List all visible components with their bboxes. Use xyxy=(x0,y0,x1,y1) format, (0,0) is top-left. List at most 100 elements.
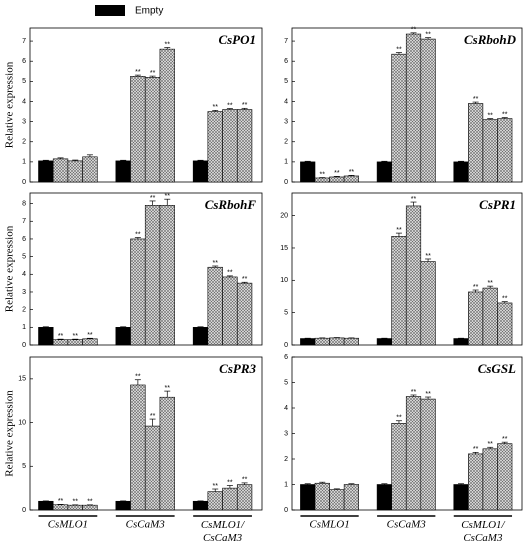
y-tick-label: 0 xyxy=(22,342,26,349)
y-tick-label: 0 xyxy=(284,507,288,514)
significance-label: ** xyxy=(411,389,417,396)
bar xyxy=(38,327,54,346)
y-tick-label: 5 xyxy=(22,463,26,470)
significance-label: ** xyxy=(502,436,508,443)
significance-label: ** xyxy=(227,270,233,277)
significance-label: ** xyxy=(165,385,171,392)
significance-label: ** xyxy=(473,96,479,103)
y-tick-label: 10 xyxy=(280,277,288,284)
panel-title: CsPR1 xyxy=(479,197,516,212)
significance-label: ** xyxy=(425,253,431,260)
panel-title: CsPR3 xyxy=(219,361,256,376)
y-tick-label: 15 xyxy=(280,245,288,252)
y-tick-label: 5 xyxy=(22,78,26,85)
y-tick-label: 7 xyxy=(22,38,26,45)
y-tick-label: 4 xyxy=(284,98,288,105)
bar xyxy=(222,109,238,183)
y-tick-label: 3 xyxy=(22,118,26,125)
y-tick-label: 0 xyxy=(22,179,26,186)
y-tick-label: 5 xyxy=(284,379,288,386)
y-tick-label: 1 xyxy=(284,159,288,166)
y-tick-label: 4 xyxy=(284,405,288,412)
bar xyxy=(314,482,330,511)
panel-title: CsRbohF xyxy=(205,197,257,212)
bar xyxy=(159,396,175,511)
bar xyxy=(192,327,209,346)
bar xyxy=(207,491,223,511)
bar xyxy=(82,338,98,346)
y-axis-label: Relative expression xyxy=(4,390,16,477)
bar xyxy=(329,176,345,183)
bar xyxy=(314,177,330,183)
y-tick-label: 7 xyxy=(22,218,26,225)
y-tick-label: 6 xyxy=(284,354,288,361)
significance-label: ** xyxy=(396,415,402,422)
significance-label: ** xyxy=(502,296,508,303)
y-tick-label: 6 xyxy=(22,236,26,243)
y-tick-label: 4 xyxy=(22,271,26,278)
significance-label: ** xyxy=(73,499,79,506)
significance-label: ** xyxy=(425,32,431,39)
x-group-label: CsCaM3 xyxy=(126,519,166,531)
significance-label: ** xyxy=(165,41,171,48)
significance-label: ** xyxy=(502,111,508,118)
significance-label: ** xyxy=(212,104,218,111)
y-tick-label: 0 xyxy=(284,179,288,186)
bar xyxy=(300,484,316,511)
bar xyxy=(391,422,407,511)
y-tick-label: 3 xyxy=(284,430,288,437)
significance-label: ** xyxy=(87,499,93,506)
bar xyxy=(343,175,359,183)
bar xyxy=(453,338,469,346)
significance-label: ** xyxy=(334,170,340,177)
bar xyxy=(82,504,98,511)
y-tick-label: 1 xyxy=(22,159,26,166)
significance-label: ** xyxy=(487,280,493,287)
bar xyxy=(468,453,484,511)
bar xyxy=(144,205,161,346)
x-group-label: CsMLO1/CsCaM3 xyxy=(461,519,505,544)
y-tick-label: 5 xyxy=(22,253,26,260)
significance-label: ** xyxy=(150,413,156,420)
bar xyxy=(115,500,131,511)
bar xyxy=(497,302,513,346)
significance-label: ** xyxy=(135,374,141,381)
y-tick-label: 8 xyxy=(22,200,26,207)
bar xyxy=(405,205,422,346)
bar xyxy=(67,339,83,346)
bar xyxy=(144,425,161,511)
significance-label: ** xyxy=(396,46,402,53)
bar xyxy=(38,160,54,183)
bar xyxy=(329,489,345,511)
bar xyxy=(67,160,83,183)
bar xyxy=(376,338,392,346)
significance-label: ** xyxy=(396,227,402,234)
significance-label: ** xyxy=(320,171,326,178)
bar xyxy=(453,484,469,511)
bar xyxy=(207,111,223,183)
y-tick-label: 6 xyxy=(284,58,288,65)
y-tick-label: 6 xyxy=(22,58,26,65)
y-tick-label: 3 xyxy=(284,118,288,125)
y-tick-label: 2 xyxy=(22,139,26,146)
y-tick-label: 2 xyxy=(22,306,26,313)
y-tick-label: 1 xyxy=(22,324,26,331)
bar xyxy=(405,396,422,511)
bar xyxy=(497,443,513,511)
y-tick-label: 2 xyxy=(284,139,288,146)
significance-label: ** xyxy=(135,231,141,238)
bar xyxy=(144,77,161,183)
y-tick-label: 3 xyxy=(22,289,26,296)
bar xyxy=(376,484,392,511)
y-tick-label: 1 xyxy=(284,481,288,488)
y-tick-label: 15 xyxy=(18,376,26,383)
bar xyxy=(236,282,253,346)
bar xyxy=(130,76,146,183)
y-tick-label: 7 xyxy=(284,38,288,45)
bar xyxy=(420,398,436,511)
bar xyxy=(300,338,316,346)
bar xyxy=(420,38,436,183)
significance-label: ** xyxy=(165,193,171,200)
y-tick-label: 0 xyxy=(22,507,26,514)
y-tick-label: 5 xyxy=(284,310,288,317)
